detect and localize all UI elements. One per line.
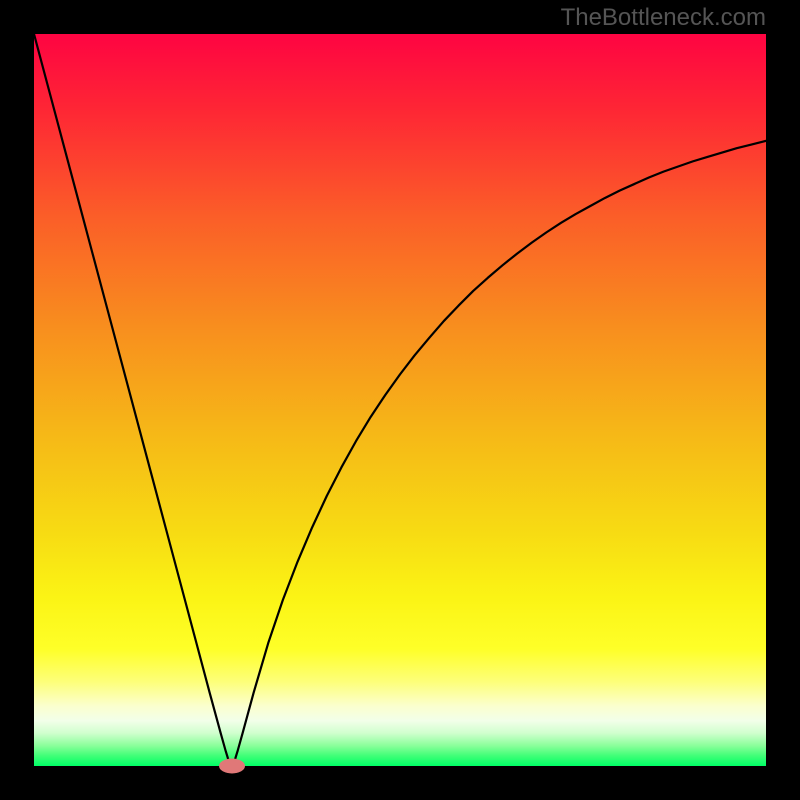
chart-container: TheBottleneck.com xyxy=(0,0,800,800)
plot-svg xyxy=(34,34,766,766)
watermark-text: TheBottleneck.com xyxy=(561,4,766,32)
minimum-marker xyxy=(219,759,245,774)
gradient-background xyxy=(34,34,766,766)
plot-area xyxy=(34,34,766,766)
